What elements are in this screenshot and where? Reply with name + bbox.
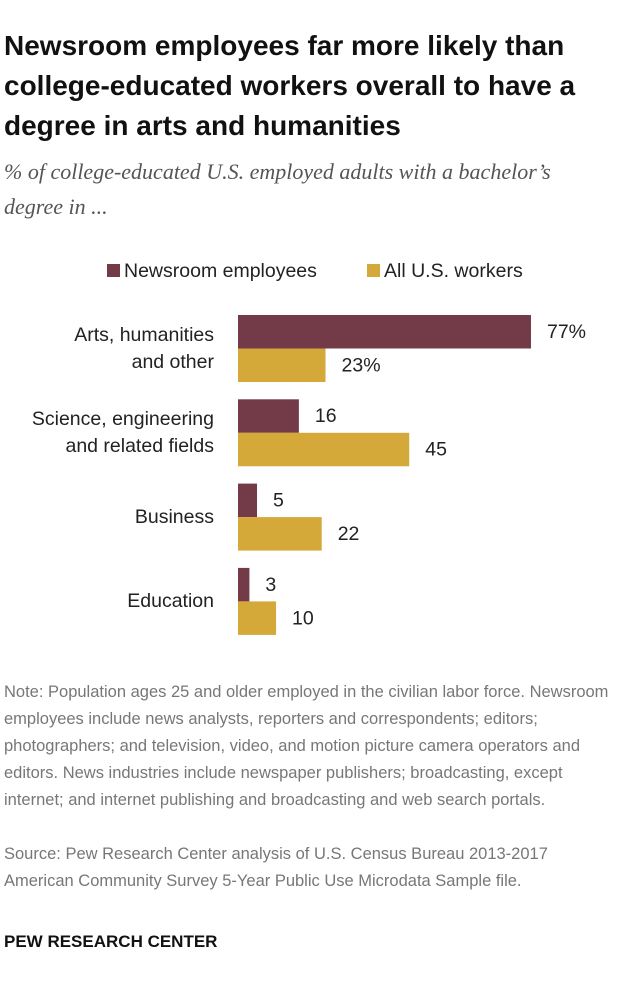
value-label: 45 — [425, 439, 447, 461]
bar — [238, 517, 322, 551]
plot: Newsroom employees All U.S. workers 77% 23%… — [107, 260, 586, 635]
bar — [238, 432, 410, 467]
legend-swatch — [107, 264, 120, 277]
value-label: 10 — [292, 607, 314, 629]
legend-swatch — [367, 264, 380, 277]
chart-subtitle: % of college-educated U.S. employed adul… — [4, 159, 551, 219]
bar — [238, 483, 258, 518]
value-label: 77% — [547, 321, 586, 343]
bar — [238, 348, 326, 382]
category-label: Business — [134, 505, 214, 528]
category-label: Science, engineering and related fields — [31, 407, 214, 457]
bar — [238, 567, 250, 602]
value-label: 22 — [338, 523, 360, 545]
credit: PEW RESEARCH CENTER — [4, 932, 218, 951]
chart-title: Newsroom employees far more likely than … — [4, 30, 576, 141]
bar — [238, 315, 531, 349]
note: Note: Population ages 25 and older emplo… — [4, 683, 609, 809]
bar — [238, 399, 299, 433]
bar — [238, 601, 277, 635]
legend-label: All U.S. workers — [384, 260, 523, 282]
category-label: Arts, humanities and other — [74, 323, 214, 373]
value-label: 16 — [315, 405, 337, 427]
category-label: Education — [127, 589, 214, 612]
value-label: 3 — [265, 574, 276, 596]
value-label: 5 — [273, 490, 284, 512]
source: Source: Pew Research Center analysis of … — [4, 845, 548, 890]
value-label: 23% — [342, 354, 381, 376]
legend-label: Newsroom employees — [124, 260, 317, 282]
